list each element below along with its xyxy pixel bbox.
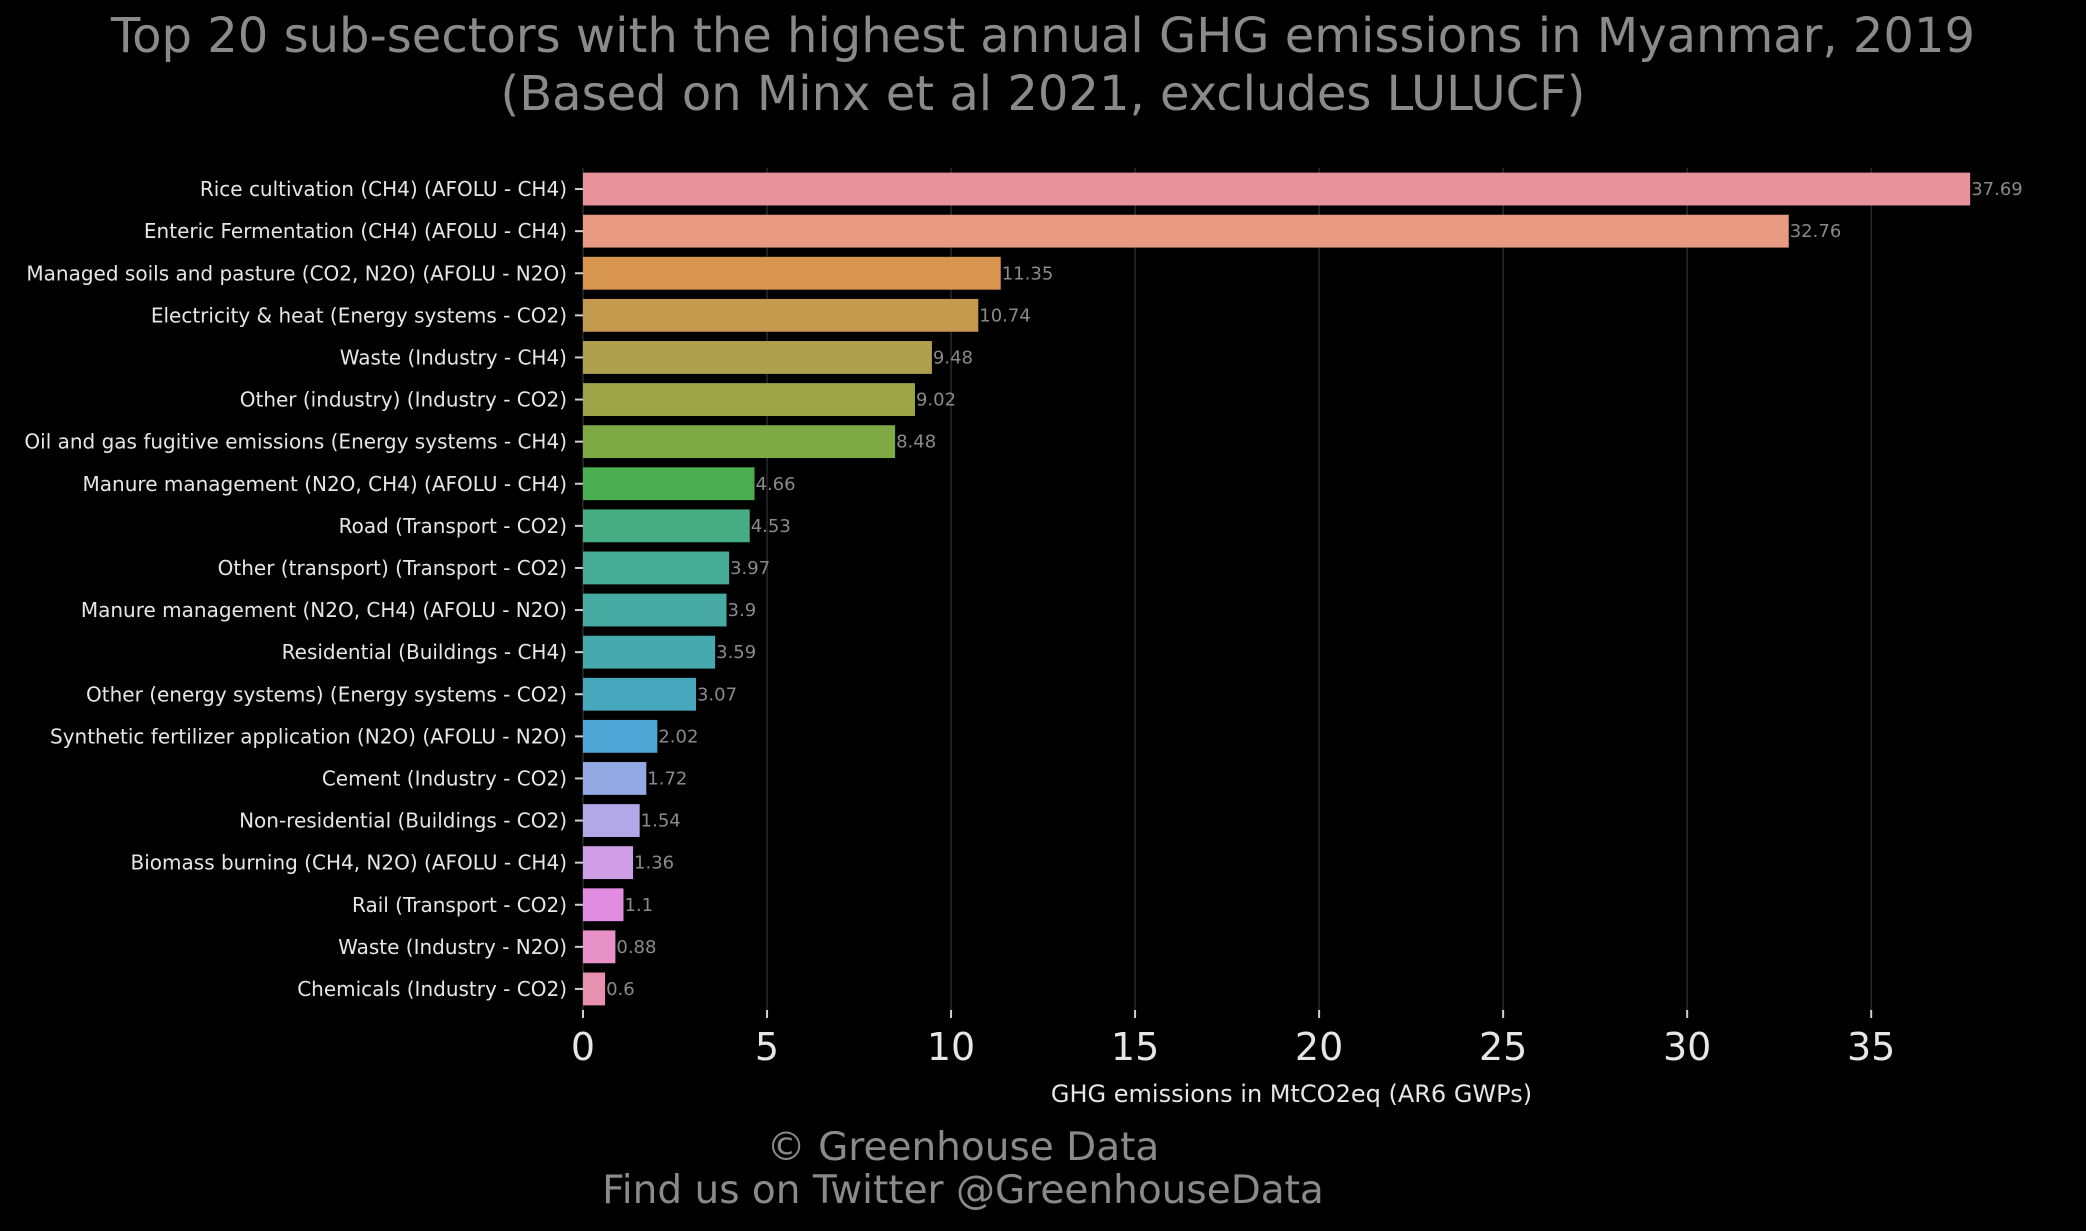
- category-label: Other (industry) (Industry - CO2): [240, 388, 567, 412]
- category-label: Synthetic fertilizer application (N2O) (…: [50, 724, 567, 748]
- category-label: Non-residential (Buildings - CO2): [239, 809, 567, 833]
- bar: [583, 804, 640, 837]
- category-label: Biomass burning (CH4, N2O) (AFOLU - CH4): [131, 851, 567, 875]
- twitter-handle: Find us on Twitter @GreenhouseData: [602, 1168, 1324, 1213]
- bar: [583, 677, 696, 711]
- category-label: Managed soils and pasture (CO2, N2O) (AF…: [26, 261, 567, 285]
- category-label: Enteric Fermentation (CH4) (AFOLU - CH4): [144, 219, 567, 243]
- value-label: 1.72: [647, 768, 687, 789]
- category-label: Other (transport) (Transport - CO2): [218, 556, 567, 580]
- value-label: 3.07: [697, 684, 737, 705]
- value-label: 3.97: [730, 558, 770, 579]
- value-label: 9.02: [916, 390, 956, 411]
- category-label: Manure management (N2O, CH4) (AFOLU - CH…: [83, 472, 567, 496]
- value-label: 3.59: [716, 642, 756, 663]
- category-label: Residential (Buildings - CH4): [282, 640, 567, 664]
- x-tick-label: 0: [571, 1025, 595, 1069]
- category-label: Electricity & heat (Energy systems - CO2…: [151, 303, 567, 327]
- category-label: Rail (Transport - CO2): [352, 893, 567, 917]
- bar: [583, 719, 658, 753]
- value-label: 8.48: [896, 432, 936, 453]
- value-label: 1.36: [634, 853, 674, 874]
- category-label: Other (energy systems) (Energy systems -…: [86, 682, 567, 706]
- bar: [583, 425, 896, 459]
- x-tick-label: 15: [1111, 1025, 1159, 1069]
- x-axis-ticks: 0 5 10 15 20 25 30 35: [571, 1010, 1895, 1069]
- value-label: 37.69: [1971, 179, 2023, 200]
- bar: [583, 930, 616, 964]
- value-label: 2.02: [658, 726, 698, 747]
- y-axis-labels: Rice cultivation (CH4) (AFOLU - CH4) Ente…: [24, 177, 583, 1001]
- bar: [583, 172, 1971, 206]
- category-label: Road (Transport - CO2): [339, 514, 567, 538]
- x-axis-label: GHG emissions in MtCO2eq (AR6 GWPs): [1051, 1080, 1532, 1108]
- category-label: Waste (Industry - N2O): [338, 935, 567, 959]
- value-label: 4.53: [751, 516, 791, 537]
- bar: [583, 888, 624, 922]
- bar: [583, 256, 1001, 290]
- x-tick-label: 25: [1479, 1025, 1527, 1069]
- value-label: 1.1: [624, 895, 653, 916]
- x-tick-label: 10: [927, 1025, 975, 1069]
- value-label: 0.88: [616, 937, 656, 958]
- x-tick-label: 20: [1295, 1025, 1343, 1069]
- value-labels: 37.69 32.76 11.35 10.74 9.48 9.02 8.48 4.66 4.53…: [606, 179, 2023, 1000]
- value-label: 0.6: [606, 979, 635, 1000]
- category-label: Oil and gas fugitive emissions (Energy s…: [24, 430, 567, 454]
- bar: [583, 551, 730, 585]
- bar: [583, 846, 634, 880]
- chart-subtitle: (Based on Minx et al 2021, excludes LULU…: [500, 66, 1586, 122]
- bar: [583, 341, 932, 374]
- category-label: Waste (Industry - CH4): [340, 345, 567, 369]
- value-label: 3.9: [728, 600, 757, 621]
- category-label: Rice cultivation (CH4) (AFOLU - CH4): [200, 177, 567, 201]
- bar: [583, 593, 727, 627]
- x-tick-label: 5: [755, 1025, 779, 1069]
- chart-title: Top 20 sub-sectors with the highest annu…: [110, 8, 1976, 64]
- bars: [583, 172, 1971, 1006]
- value-label: 4.66: [756, 474, 796, 495]
- value-label: 11.35: [1002, 263, 1054, 284]
- bar: [583, 509, 750, 543]
- bar: [583, 298, 979, 332]
- bar: [583, 214, 1789, 248]
- category-label: Cement (Industry - CO2): [322, 766, 567, 790]
- value-label: 1.54: [641, 811, 681, 832]
- copyright: © Greenhouse Data: [766, 1125, 1160, 1170]
- bar: [583, 972, 606, 1006]
- bar: [583, 383, 915, 416]
- x-tick-label: 35: [1847, 1025, 1895, 1069]
- category-label: Chemicals (Industry - CO2): [297, 977, 567, 1001]
- value-label: 9.48: [933, 347, 973, 368]
- value-label: 10.74: [979, 305, 1031, 326]
- value-label: 32.76: [1790, 221, 1842, 242]
- bar: [583, 467, 755, 501]
- category-label: Manure management (N2O, CH4) (AFOLU - N2…: [81, 598, 567, 622]
- bar: [583, 762, 647, 795]
- gridlines: [582, 168, 1872, 1010]
- bar: [583, 635, 716, 669]
- x-tick-label: 30: [1663, 1025, 1711, 1069]
